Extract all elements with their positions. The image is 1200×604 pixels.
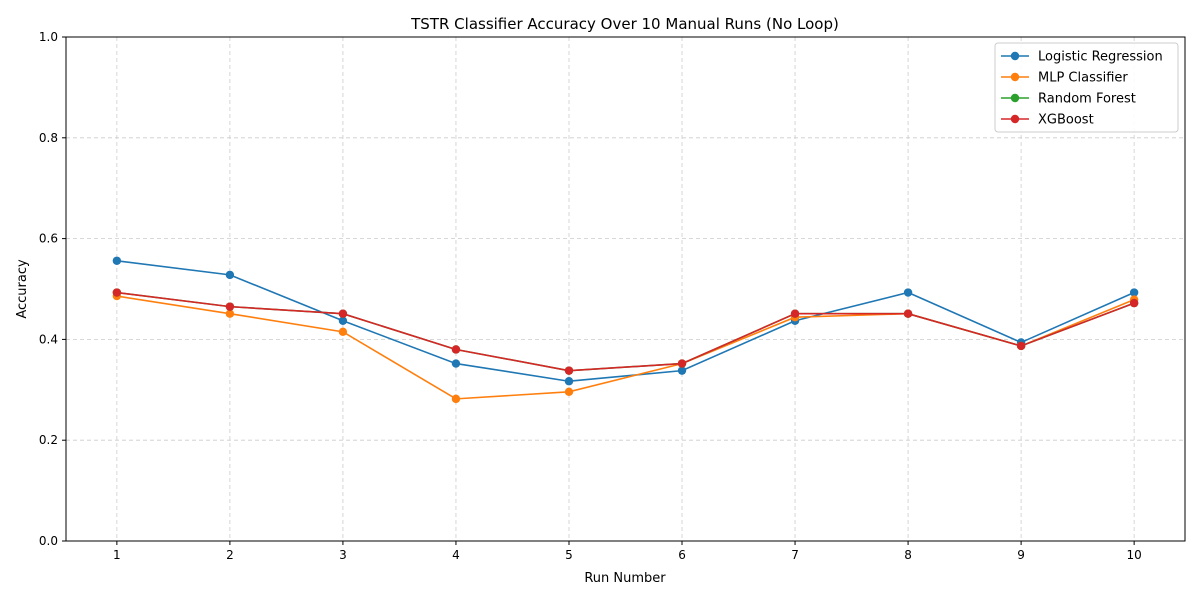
data-point-mlp-classifier xyxy=(564,387,574,397)
legend-label: MLP Classifier xyxy=(1038,71,1128,86)
x-tick-label: 5 xyxy=(565,548,573,562)
data-point-xgboost xyxy=(225,302,235,311)
data-point-xgboost xyxy=(564,366,574,375)
legend-item-logistic-regression: Logistic Regression xyxy=(1001,50,1163,65)
legend-item-random-forest: Random Forest xyxy=(1001,92,1136,107)
data-point-xgboost xyxy=(903,309,913,318)
y-axis-label: Accuracy xyxy=(15,259,30,319)
series-xgboost xyxy=(112,288,1139,375)
data-point-logistic-regression xyxy=(225,270,235,280)
data-point-mlp-classifier xyxy=(225,309,235,318)
legend-marker xyxy=(1010,93,1020,103)
data-point-logistic-regression xyxy=(677,366,687,375)
data-point-xgboost xyxy=(451,345,461,354)
x-tick-label: 8 xyxy=(904,548,912,562)
legend-label: Logistic Regression xyxy=(1038,50,1163,65)
legend-marker xyxy=(1010,51,1020,61)
data-point-logistic-regression xyxy=(903,288,913,297)
data-point-xgboost xyxy=(338,309,348,318)
plot-frame xyxy=(65,36,1186,542)
series-layer xyxy=(112,256,1139,404)
data-point-mlp-classifier xyxy=(338,327,348,337)
x-tick-label: 6 xyxy=(678,548,686,562)
data-point-xgboost xyxy=(677,359,687,368)
data-point-xgboost xyxy=(790,309,800,318)
series-random-forest xyxy=(112,288,1139,375)
x-tick-label: 4 xyxy=(452,548,460,562)
data-point-logistic-regression xyxy=(564,377,574,386)
chart-title: TSTR Classifier Accuracy Over 10 Manual … xyxy=(410,15,839,33)
series-line-xgboost xyxy=(116,291,1135,372)
x-tick-label: 3 xyxy=(339,548,347,562)
series-logistic-regression xyxy=(112,256,1139,386)
x-tick-label: 10 xyxy=(1126,548,1141,562)
y-tick-label: 0.4 xyxy=(39,332,58,346)
data-point-logistic-regression xyxy=(451,359,461,368)
data-point-xgboost xyxy=(1016,341,1026,351)
data-point-logistic-regression xyxy=(338,316,348,325)
y-tick-label: 0.2 xyxy=(39,433,58,447)
y-tick-label: 0.6 xyxy=(39,232,58,246)
y-tick-label: 1.0 xyxy=(39,30,58,44)
data-point-xgboost xyxy=(112,288,122,297)
legend-label: XGBoost xyxy=(1038,113,1094,128)
data-point-logistic-regression xyxy=(112,256,122,265)
y-tick-label: 0.0 xyxy=(39,534,58,548)
data-point-logistic-regression xyxy=(1129,288,1139,297)
legend-marker xyxy=(1010,72,1020,82)
legend-box xyxy=(994,42,1179,133)
data-point-xgboost xyxy=(1129,298,1139,308)
x-tick-label: 1 xyxy=(113,548,121,562)
legend-marker xyxy=(1010,114,1020,124)
series-line-random-forest xyxy=(116,291,1135,372)
series-line-mlp-classifier xyxy=(116,295,1135,400)
legend-item-mlp-classifier: MLP Classifier xyxy=(1001,71,1128,86)
x-axis-ticks: 1 2 3 4 5 6 7 8 9 10 xyxy=(113,541,1142,562)
legend-label: Random Forest xyxy=(1038,92,1136,107)
x-tick-label: 7 xyxy=(791,548,799,562)
x-tick-label: 2 xyxy=(226,548,234,562)
legend: Logistic Regression MLP Classifier Random … xyxy=(994,42,1179,133)
legend-item-xgboost: XGBoost xyxy=(1001,113,1094,128)
y-tick-label: 0.8 xyxy=(39,131,58,145)
y-axis-ticks: 0.0 0.2 0.4 0.6 0.8 1.0 xyxy=(39,30,66,548)
data-point-mlp-classifier xyxy=(451,394,461,404)
x-tick-label: 9 xyxy=(1017,548,1025,562)
series-line-logistic-regression xyxy=(116,259,1135,383)
x-axis-label: Run Number xyxy=(584,571,666,586)
